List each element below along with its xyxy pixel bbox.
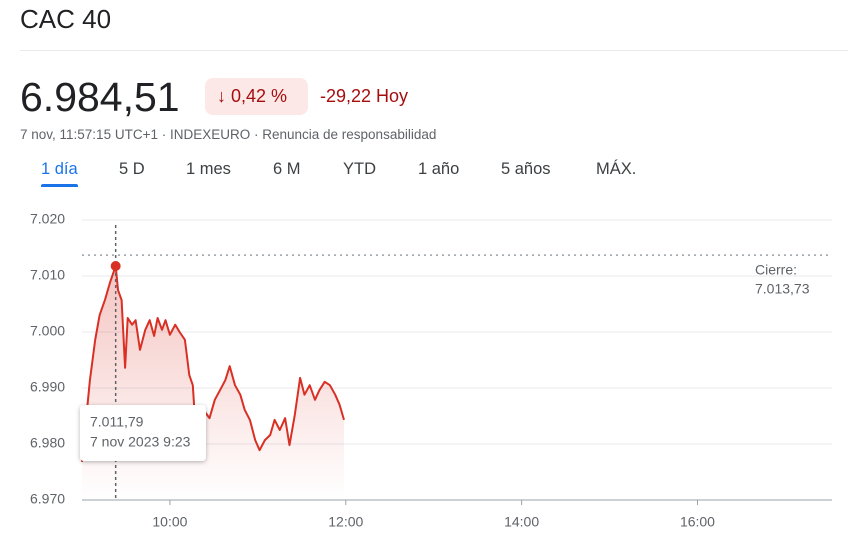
y-tick-label: 7.000: [30, 323, 65, 339]
tab[interactable]: MÁX.: [596, 160, 637, 178]
hover-point: [110, 260, 121, 271]
tab[interactable]: YTD: [343, 160, 376, 178]
tab[interactable]: 5 años: [501, 160, 551, 178]
close-value: 7.013,73: [755, 281, 810, 297]
tab[interactable]: 1 mes: [186, 160, 231, 178]
tab[interactable]: 6 M: [273, 160, 301, 178]
x-tick-label: 12:00: [328, 514, 363, 530]
y-tick-label: 6.970: [30, 491, 65, 507]
tooltip-date: 7 nov 2023 9:23: [90, 434, 191, 450]
title: CAC 40: [20, 4, 112, 34]
tab[interactable]: 1 año: [418, 160, 460, 178]
meta: 7 nov, 11:57:15 UTC+1 · INDEXEURO · Renu…: [20, 127, 437, 142]
x-tick-label: 14:00: [504, 514, 539, 530]
x-tick-label: 16:00: [680, 514, 715, 530]
y-tick-label: 6.990: [30, 379, 65, 395]
x-tick-label: 10:00: [152, 514, 187, 530]
y-tick-label: 7.020: [30, 211, 65, 227]
close-label: Cierre:: [755, 262, 797, 278]
y-tick-label: 6.980: [30, 435, 65, 451]
tab[interactable]: 1 día: [41, 160, 78, 187]
change-percent: 0,42 %: [231, 86, 288, 106]
tooltip-value: 7.011,79: [90, 414, 144, 430]
tooltip: [80, 405, 206, 461]
disclaimer[interactable]: Renuncia de responsabilidad: [262, 127, 437, 142]
divider: [20, 50, 848, 51]
price: 6.984,51: [20, 74, 180, 120]
change: -29,22 Hoy: [320, 86, 409, 106]
change-badge: ↓ 0,42 %: [205, 78, 308, 115]
timestamp: 7 nov, 11:57:15 UTC+1: [20, 127, 158, 142]
exchange: INDEXEURO: [169, 127, 251, 142]
y-tick-label: 7.010: [30, 267, 65, 283]
tab[interactable]: 5 D: [119, 160, 145, 178]
